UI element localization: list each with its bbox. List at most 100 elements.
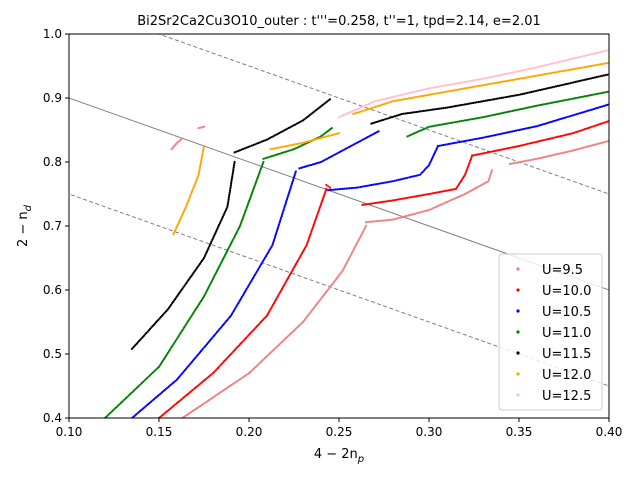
data-point xyxy=(585,54,588,57)
data-point xyxy=(564,59,567,62)
data-point xyxy=(382,98,385,101)
data-point xyxy=(254,182,257,185)
data-point xyxy=(465,103,468,106)
data-point xyxy=(458,120,461,123)
data-point xyxy=(468,161,471,164)
data-point xyxy=(445,106,449,109)
data-point xyxy=(304,165,308,168)
data-point xyxy=(283,206,286,209)
data-point xyxy=(589,109,592,112)
x-axis: 0.10 0.15 0.20 0.25 0.30 0.35 0.40 xyxy=(56,418,622,439)
data-point xyxy=(528,142,531,145)
data-point xyxy=(574,80,577,83)
data-point xyxy=(339,115,342,118)
data-point xyxy=(495,81,498,84)
data-point xyxy=(497,74,500,77)
data-point xyxy=(519,160,522,163)
data-point xyxy=(557,61,560,64)
data-point xyxy=(255,270,258,273)
data-point xyxy=(515,129,518,132)
data-point xyxy=(188,318,191,321)
data-point xyxy=(287,149,290,152)
data-point xyxy=(284,201,288,204)
data-point xyxy=(411,111,414,114)
data-point xyxy=(427,87,431,90)
data-point xyxy=(284,150,287,153)
data-point xyxy=(406,176,409,179)
data-point xyxy=(193,183,196,186)
data-point xyxy=(315,216,318,219)
data-point xyxy=(576,80,579,83)
data-point xyxy=(258,322,261,325)
data-point xyxy=(487,180,490,183)
data-point xyxy=(565,69,569,72)
data-point xyxy=(419,89,422,92)
data-point xyxy=(408,176,411,179)
data-point xyxy=(315,215,318,218)
data-point xyxy=(544,72,547,76)
data-point xyxy=(449,121,452,125)
data-point xyxy=(451,188,454,191)
data-point xyxy=(517,144,521,148)
data-point xyxy=(231,171,234,174)
data-point xyxy=(456,82,459,85)
data-point xyxy=(278,220,282,223)
data-point xyxy=(471,154,474,157)
data-point xyxy=(494,75,497,78)
data-point xyxy=(339,187,342,191)
data-point xyxy=(476,137,479,140)
data-point xyxy=(601,122,604,125)
data-point xyxy=(606,140,609,143)
data-point xyxy=(397,198,400,201)
data-point xyxy=(286,150,289,153)
data-point xyxy=(544,138,547,141)
data-point xyxy=(553,71,556,74)
data-point xyxy=(346,187,350,190)
data-point xyxy=(559,117,563,120)
data-point xyxy=(467,80,470,83)
data-point xyxy=(558,135,561,138)
data-point xyxy=(445,84,449,87)
data-point xyxy=(407,92,410,95)
data-point xyxy=(422,109,425,112)
data-point xyxy=(440,190,443,193)
data-point xyxy=(267,250,270,253)
data-point xyxy=(528,159,531,162)
data-point xyxy=(318,208,321,211)
data-point xyxy=(240,148,243,151)
data-point xyxy=(508,110,511,113)
data-point xyxy=(388,101,391,104)
data-point xyxy=(554,153,558,156)
data-point xyxy=(562,59,565,63)
data-point xyxy=(409,213,412,217)
data-point xyxy=(364,109,367,112)
data-point xyxy=(547,137,550,141)
data-point xyxy=(272,154,275,157)
data-point xyxy=(601,141,604,144)
data-point xyxy=(393,99,396,102)
data-point xyxy=(277,223,280,226)
data-point xyxy=(311,163,314,166)
data-point xyxy=(182,210,185,213)
data-point xyxy=(594,107,597,110)
data-point xyxy=(447,106,450,109)
data-point xyxy=(530,90,533,94)
data-point xyxy=(498,97,501,100)
data-point xyxy=(463,87,467,90)
data-point xyxy=(390,199,393,202)
y-axis-label: 2 − nd xyxy=(16,204,34,247)
data-point xyxy=(588,53,591,56)
data-point xyxy=(578,67,581,70)
data-point xyxy=(387,96,390,99)
data-point xyxy=(255,142,258,145)
data-point xyxy=(236,150,240,153)
data-point xyxy=(397,114,400,117)
data-point xyxy=(261,162,264,165)
data-point xyxy=(192,185,196,188)
data-point xyxy=(260,166,263,169)
data-point xyxy=(404,97,407,101)
data-point xyxy=(226,202,230,205)
data-point xyxy=(438,123,441,126)
data-point xyxy=(521,92,524,96)
data-point xyxy=(197,173,200,176)
